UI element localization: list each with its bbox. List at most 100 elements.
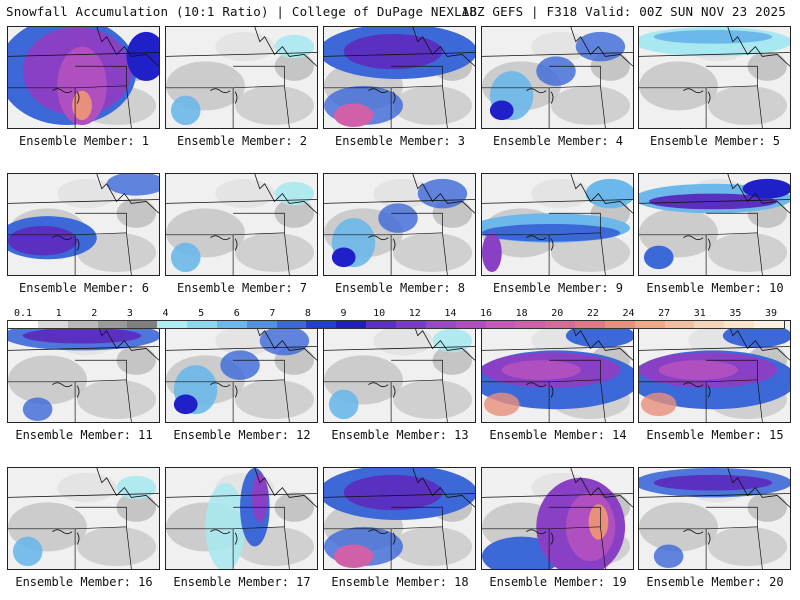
ensemble-member-map	[481, 26, 634, 129]
ensemble-member-map	[165, 467, 318, 570]
ensemble-member-map	[323, 320, 476, 423]
snowfall-map	[639, 174, 790, 275]
colorbar-swatch	[664, 321, 695, 328]
colorbar-tick-label: 31	[693, 308, 706, 319]
colorbar-tick-label: 39	[764, 308, 778, 319]
colorbar-swatch	[604, 321, 635, 328]
snowfall-map	[8, 27, 159, 128]
colorbar-swatch	[127, 321, 158, 328]
colorbar-tick-label: 5	[198, 308, 205, 319]
colorbar-swatch	[216, 321, 247, 328]
colorbar-labels: 0.1 1 2 3 4 5 6 7 8 9 10 12 14 16 18 20 22 24 27 31 35 39	[7, 308, 785, 319]
snowfall-map	[324, 468, 475, 569]
colorbar-tick-label: 16	[480, 308, 493, 319]
ensemble-member-map	[165, 26, 318, 129]
colorbar-swatch	[485, 321, 516, 328]
colorbar-swatch	[157, 321, 188, 328]
colorbar-tick-label: 24	[622, 308, 635, 319]
ensemble-member-map	[638, 320, 791, 423]
colorbar-tick-label: 9	[340, 308, 347, 319]
snowfall-map	[166, 27, 317, 128]
ensemble-member-label: Ensemble Member: 16	[15, 575, 153, 589]
ensemble-member-label: Ensemble Member: 19	[489, 575, 627, 589]
ensemble-member-label: Ensemble Member: 15	[646, 428, 784, 442]
colorbar-tick-label: 14	[444, 308, 457, 319]
colorbar-tick-label: 6	[233, 308, 240, 319]
colorbar-tick-label: 18	[515, 308, 528, 319]
ensemble-member-label: Ensemble Member: 9	[492, 281, 624, 295]
ensemble-member-map	[638, 173, 791, 276]
ensemble-member-label: Ensemble Member: 3	[334, 134, 466, 148]
colorbar-swatch	[754, 321, 784, 328]
ensemble-member-map	[165, 173, 318, 276]
ensemble-member-map	[638, 26, 791, 129]
snowfall-map	[166, 468, 317, 569]
colorbar-tick-label: 4	[162, 308, 169, 319]
ensemble-member-label: Ensemble Member: 2	[176, 134, 308, 148]
colorbar-tick-label: 27	[658, 308, 671, 319]
colorbar-swatch	[67, 321, 98, 328]
snowfall-map	[482, 321, 633, 422]
colorbar-tick-label: 10	[373, 308, 386, 319]
ensemble-member-label: Ensemble Member: 17	[173, 575, 311, 589]
snowfall-map	[482, 174, 633, 275]
run-valid-time: 18Z GEFS | F318 Valid: 00Z SUN NOV 23 20…	[461, 4, 786, 19]
colorbar-swatch	[694, 321, 725, 328]
colorbar-tick-label: 22	[586, 308, 599, 319]
ensemble-member-label: Ensemble Member: 10	[646, 281, 784, 295]
colorbar-swatch	[515, 321, 546, 328]
ensemble-member-label: Ensemble Member: 7	[176, 281, 308, 295]
ensemble-member-label: Ensemble Member: 4	[492, 134, 624, 148]
colorbar-swatch	[425, 321, 456, 328]
colorbar-swatch	[187, 321, 217, 328]
snowfall-map	[8, 468, 159, 569]
snowfall-map	[324, 27, 475, 128]
ensemble-member-label: Ensemble Member: 5	[649, 134, 781, 148]
colorbar-swatch	[8, 321, 38, 328]
colorbar-swatch	[724, 321, 755, 328]
colorbar-swatch	[246, 321, 277, 328]
colorbar-tick-label: 2	[91, 308, 98, 319]
colorbar-tick-label: 0.1	[13, 308, 33, 319]
snowfall-map	[8, 321, 159, 422]
ensemble-member-label: Ensemble Member: 1	[18, 134, 150, 148]
colorbar-tick-label: 8	[304, 308, 311, 319]
ensemble-member-map	[481, 173, 634, 276]
snowfall-map	[482, 468, 633, 569]
colorbar-tick-label: 35	[729, 308, 742, 319]
ensemble-member-map	[7, 173, 160, 276]
colorbar-tick-label: 12	[408, 308, 421, 319]
colorbar: 0.1 1 2 3 4 5 6 7 8 9 10 12 14 16 18 20 22 24 27 31 35 39	[7, 308, 785, 329]
snowfall-map	[324, 321, 475, 422]
colorbar-swatch	[97, 321, 128, 328]
colorbar-swatches	[7, 320, 785, 329]
snowfall-map	[8, 174, 159, 275]
snowfall-map	[166, 174, 317, 275]
ensemble-member-label: Ensemble Member: 14	[489, 428, 627, 442]
snowfall-map	[639, 321, 790, 422]
ensemble-member-map	[323, 173, 476, 276]
colorbar-tick-label: 3	[126, 308, 133, 319]
ensemble-member-label: Ensemble Member: 13	[331, 428, 469, 442]
colorbar-tick-label: 1	[55, 308, 62, 319]
colorbar-swatch	[306, 321, 337, 328]
ensemble-member-label: Ensemble Member: 6	[18, 281, 150, 295]
ensemble-member-map	[7, 320, 160, 423]
snowfall-map	[639, 27, 790, 128]
ensemble-member-map	[7, 26, 160, 129]
chart-title: Snowfall Accumulation (10:1 Ratio) | Col…	[6, 4, 478, 19]
colorbar-tick-label: 20	[551, 308, 564, 319]
ensemble-member-map	[638, 467, 791, 570]
colorbar-swatch	[634, 321, 665, 328]
ensemble-member-map	[481, 467, 634, 570]
ensemble-member-label: Ensemble Member: 18	[331, 575, 469, 589]
colorbar-swatch	[455, 321, 486, 328]
colorbar-swatch	[336, 321, 367, 328]
snowfall-map	[639, 468, 790, 569]
snowfall-map	[166, 321, 317, 422]
colorbar-tick-label: 7	[269, 308, 276, 319]
ensemble-member-label: Ensemble Member: 12	[173, 428, 311, 442]
colorbar-swatch	[37, 321, 68, 328]
ensemble-member-map	[7, 467, 160, 570]
ensemble-member-map	[323, 26, 476, 129]
